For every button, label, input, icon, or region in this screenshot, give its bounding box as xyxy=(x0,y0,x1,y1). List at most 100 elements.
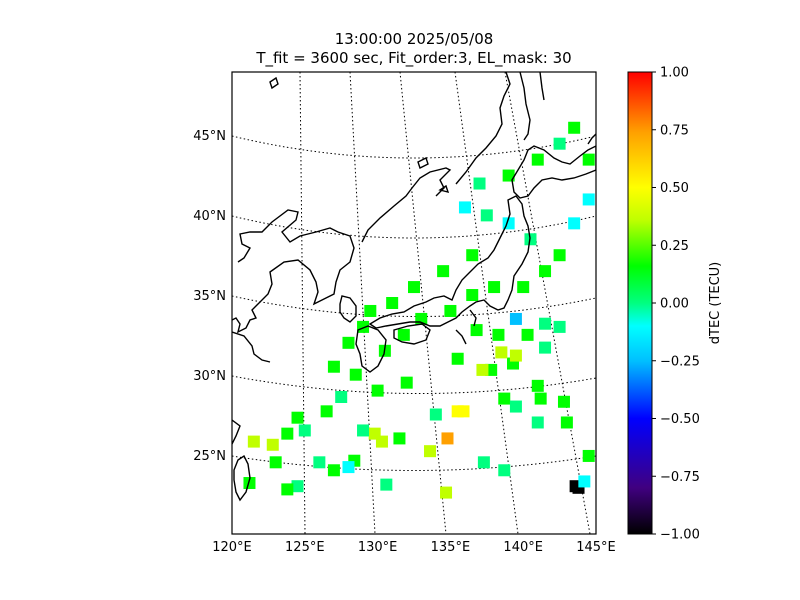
dtec-cell xyxy=(473,177,486,190)
dtec-cell xyxy=(488,281,501,294)
dtec-cell xyxy=(495,346,508,359)
colorbar-tick-label: 0.00 xyxy=(660,297,689,312)
dtec-cell xyxy=(291,480,304,493)
dtec-cell xyxy=(557,395,570,408)
colorbar-tick-label: −0.50 xyxy=(660,412,700,427)
dtec-cell xyxy=(458,201,471,214)
dtec-cell xyxy=(269,456,282,469)
dtec-cell xyxy=(247,435,260,448)
colorbar-tick-label: 1.00 xyxy=(660,66,689,81)
dtec-cell xyxy=(582,193,595,206)
colorbar-tick-label: 0.25 xyxy=(660,239,689,254)
lon-label: 120°E xyxy=(212,540,252,555)
dtec-cell xyxy=(357,424,370,437)
dtec-cell xyxy=(502,169,515,182)
dtec-cell xyxy=(364,304,377,317)
dtec-cell xyxy=(342,461,355,474)
dtec-cell xyxy=(509,349,522,362)
lat-label: 25°N xyxy=(193,449,226,464)
dtec-cell xyxy=(437,265,450,278)
colorbar: 1.00 0.75 0.50 0.25 0.00 −0.25 −0.50 −0.75 −1.00 xyxy=(627,66,700,543)
dtec-cell xyxy=(397,328,410,341)
coastlines xyxy=(232,72,596,502)
dtec-cell xyxy=(466,289,479,302)
dtec-cell xyxy=(539,341,552,354)
dtec-cell xyxy=(440,486,453,499)
lon-label: 130°E xyxy=(358,540,398,555)
dtec-cell xyxy=(291,411,304,424)
dtec-cell xyxy=(553,137,566,150)
title-line-2: T_fit = 3600 sec, Fit_order:3, EL_mask: … xyxy=(256,49,572,67)
dtec-cell xyxy=(517,281,530,294)
dtec-cell xyxy=(342,336,355,349)
dtec-cell xyxy=(477,456,490,469)
map-area xyxy=(232,72,596,534)
dtec-cell xyxy=(539,317,552,330)
dtec-cell xyxy=(553,320,566,333)
dtec-cell xyxy=(498,392,511,405)
dtec-cell xyxy=(539,265,552,278)
dtec-cell xyxy=(327,360,340,373)
dtec-cell xyxy=(451,352,464,365)
lat-label: 35°N xyxy=(193,289,226,304)
dtec-cell xyxy=(531,416,544,429)
dtec-cell xyxy=(476,363,489,376)
lon-label: 125°E xyxy=(285,540,325,555)
dtec-cell xyxy=(568,217,581,230)
dtec-cell xyxy=(441,432,454,445)
map-frame xyxy=(231,71,597,535)
dtec-cell xyxy=(335,390,348,403)
dtec-cell xyxy=(582,449,595,462)
dtec-cell xyxy=(553,249,566,262)
dtec-cell xyxy=(371,384,384,397)
dtec-cell xyxy=(466,249,479,262)
lat-label: 45°N xyxy=(193,129,226,144)
colorbar-gradient xyxy=(628,72,652,534)
map-title: 13:00:00 2025/05/08 T_fit = 3600 sec, Fi… xyxy=(232,30,596,68)
colorbar-tick-label: −0.25 xyxy=(660,354,700,369)
dtec-cell xyxy=(568,121,581,134)
colorbar-tick-label: 0.75 xyxy=(660,123,689,138)
dtec-cell xyxy=(521,328,534,341)
longitude-labels: 120°E 125°E 130°E 135°E 140°E 145°E xyxy=(212,540,616,555)
dtec-cell xyxy=(380,478,393,491)
colorbar-tick-label: −0.75 xyxy=(660,470,700,485)
dtec-cell xyxy=(349,368,362,381)
dtec-cell xyxy=(298,424,311,437)
dtec-cell xyxy=(393,432,406,445)
lat-label: 30°N xyxy=(193,369,226,384)
dtec-cell xyxy=(424,445,437,458)
lon-label: 135°E xyxy=(431,540,471,555)
dtec-cell xyxy=(531,379,544,392)
dtec-cell xyxy=(266,438,279,451)
colorbar-tick-label: 0.50 xyxy=(660,181,689,196)
dtec-cell xyxy=(509,400,522,413)
dtec-cell xyxy=(408,281,420,294)
dtec-cell xyxy=(470,324,483,337)
lat-label: 40°N xyxy=(193,209,226,224)
title-line-1: 13:00:00 2025/05/08 xyxy=(334,30,494,48)
dtec-cell xyxy=(492,328,505,341)
dtec-cell xyxy=(509,312,522,325)
latitude-labels: 25°N 30°N 35°N 40°N 45°N xyxy=(193,129,226,464)
dtec-cell xyxy=(444,304,457,317)
dtec-cell xyxy=(582,153,595,166)
dtec-cell xyxy=(560,416,573,429)
lon-label: 145°E xyxy=(576,540,616,555)
colorbar-ticks: 1.00 0.75 0.50 0.25 0.00 −0.25 −0.50 −0.75 −1.00 xyxy=(652,66,700,543)
colorbar-label: dTEC (TECU) xyxy=(708,262,723,345)
dtec-cell xyxy=(480,209,493,222)
dtec-cell xyxy=(327,464,340,477)
dtec-cell xyxy=(400,376,413,389)
lon-label: 140°E xyxy=(503,540,543,555)
dtec-cell xyxy=(320,405,333,418)
dtec-cell xyxy=(498,464,511,477)
dtec-cell xyxy=(578,475,591,488)
dtec-cell xyxy=(243,477,256,490)
colorbar-tick-label: −1.00 xyxy=(660,528,700,543)
dtec-cell xyxy=(281,483,294,496)
dtec-cell xyxy=(457,405,470,418)
dtec-cell xyxy=(386,297,399,309)
dtec-cell xyxy=(534,392,547,405)
dtec-cell xyxy=(281,427,294,440)
